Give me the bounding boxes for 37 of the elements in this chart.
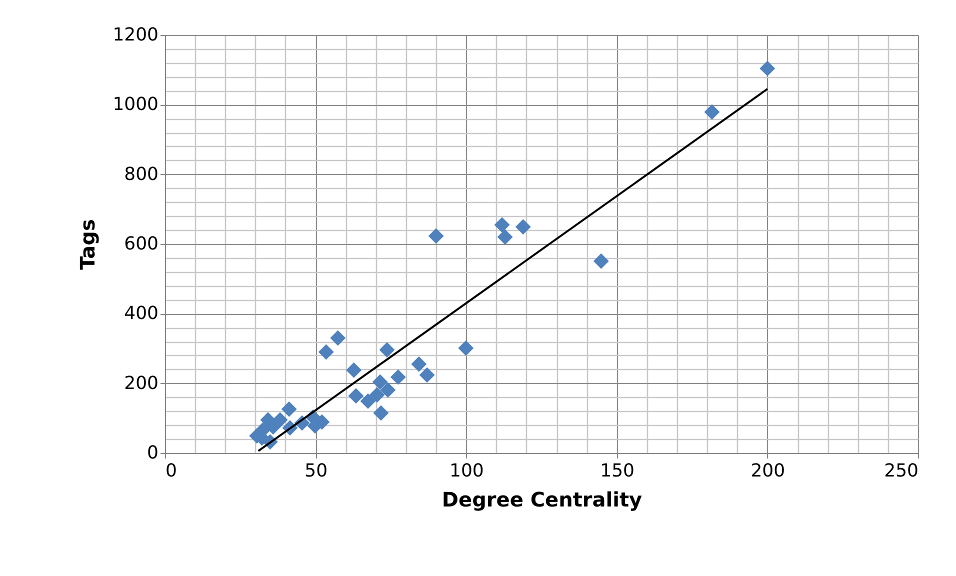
y-tick-label: 800 [124, 164, 158, 185]
y-tick-label: 400 [124, 303, 158, 324]
point [346, 362, 362, 378]
x-tick-label: 200 [750, 460, 786, 482]
point [419, 367, 435, 383]
point [497, 229, 513, 245]
point [330, 330, 346, 346]
point [428, 228, 444, 244]
y-tick-label: 1200 [112, 24, 158, 46]
point [380, 382, 396, 398]
y-axis-title: Tags [76, 219, 100, 270]
point [390, 369, 406, 385]
point [379, 342, 395, 358]
y-tick-label: 600 [124, 234, 158, 254]
point [318, 344, 334, 360]
x-tick-label: 250 [884, 460, 918, 482]
point [411, 356, 427, 372]
point [348, 388, 364, 404]
point [281, 401, 297, 417]
point [593, 253, 609, 269]
x-tick-label: 50 [304, 460, 328, 482]
x-axis-title: Degree Centrality [442, 488, 642, 512]
point [515, 219, 531, 235]
point [360, 393, 376, 409]
point [494, 217, 510, 233]
y-tick-label: 200 [124, 372, 158, 394]
point [704, 104, 720, 120]
x-tick-label: 150 [600, 460, 634, 482]
point [760, 60, 776, 76]
y-tick-label: 1000 [112, 94, 158, 116]
x-tick-label: 0 [166, 460, 177, 482]
point [458, 340, 474, 356]
point [373, 405, 389, 421]
point [372, 374, 388, 390]
point [369, 387, 385, 403]
y-tick-label: 0 [147, 442, 158, 464]
x-tick-label: 100 [450, 460, 484, 482]
